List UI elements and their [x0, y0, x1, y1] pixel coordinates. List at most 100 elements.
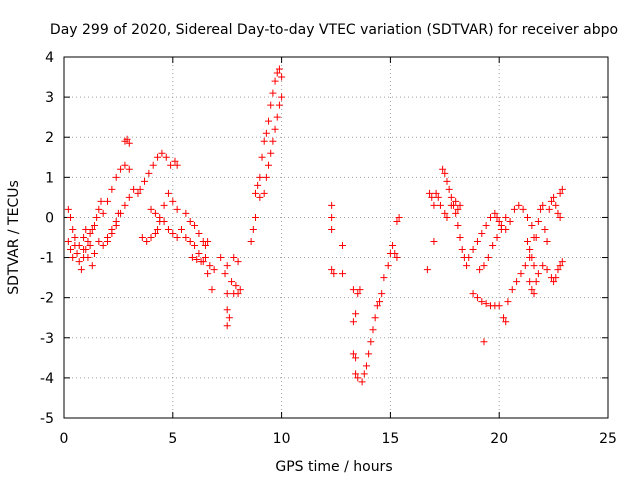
data-point: [423, 266, 431, 274]
data-point: [526, 278, 534, 286]
data-point: [125, 193, 133, 201]
data-point: [369, 326, 377, 334]
data-point: [484, 254, 492, 262]
data-point: [223, 262, 231, 270]
data-point: [456, 201, 464, 209]
data-point: [169, 197, 177, 205]
data-point: [204, 238, 212, 246]
data-point: [130, 185, 138, 193]
series-arc-i: [147, 205, 181, 241]
data-point: [447, 201, 455, 209]
data-point: [247, 238, 255, 246]
data-point: [432, 189, 440, 197]
data-point: [497, 221, 505, 229]
y-axis-label: SDTVAR / TECUs: [6, 180, 22, 295]
data-point: [510, 205, 518, 213]
data-point: [149, 161, 157, 169]
data-point: [521, 262, 529, 270]
y-tick-label: 0: [45, 210, 54, 226]
data-point: [134, 189, 142, 197]
data-point: [358, 378, 366, 386]
data-point: [117, 165, 125, 173]
series-arc-f: [121, 135, 133, 147]
data-point: [195, 229, 203, 237]
series-arc-ad: [523, 201, 551, 270]
data-point: [273, 113, 281, 121]
data-point: [249, 225, 257, 233]
data-point: [506, 217, 514, 225]
data-point: [95, 238, 103, 246]
data-point: [445, 185, 453, 193]
data-point: [271, 77, 279, 85]
data-point: [121, 161, 129, 169]
data-point: [125, 165, 133, 173]
data-point: [173, 161, 181, 169]
data-point: [539, 201, 547, 209]
data-point: [271, 125, 279, 133]
data-point: [80, 234, 88, 241]
data-point: [234, 290, 242, 298]
data-point: [90, 221, 98, 229]
series-arc-e: [104, 185, 142, 246]
data-point: [482, 300, 490, 308]
data-point: [543, 238, 551, 246]
y-tick-label: -1: [40, 251, 54, 267]
data-point: [349, 318, 357, 326]
data-point: [178, 225, 186, 233]
data-point: [234, 258, 242, 266]
y-tick-label: -2: [40, 291, 54, 307]
data-point: [395, 213, 403, 221]
data-point: [167, 161, 175, 169]
data-point: [186, 238, 194, 246]
x-tick-label: 25: [599, 431, 617, 447]
series-arc-s: [349, 286, 364, 362]
x-tick-label: 20: [490, 431, 508, 447]
data-point: [69, 225, 77, 233]
data-point: [67, 246, 75, 254]
data-point: [528, 286, 536, 294]
data-point: [504, 298, 512, 306]
data-point: [256, 193, 264, 201]
data-point: [164, 225, 172, 233]
data-point: [391, 250, 399, 258]
data-point: [99, 242, 107, 250]
data-point: [188, 254, 196, 262]
data-point: [151, 209, 159, 217]
x-tick-label: 10: [273, 431, 291, 447]
data-point: [69, 254, 77, 262]
data-point: [491, 209, 499, 217]
data-point: [539, 262, 547, 270]
data-point: [328, 266, 336, 274]
data-point: [441, 169, 449, 177]
y-tick-label: -4: [40, 371, 54, 387]
data-point: [260, 137, 268, 145]
data-point: [191, 242, 199, 250]
data-point: [456, 234, 464, 241]
data-point: [556, 262, 564, 270]
data-point: [265, 117, 273, 125]
data-point: [162, 153, 170, 161]
data-point: [356, 286, 364, 294]
data-point: [554, 266, 562, 274]
data-point: [262, 129, 270, 137]
data-point: [67, 213, 75, 221]
data-point: [197, 258, 205, 266]
grid: [64, 57, 608, 418]
data-point: [362, 362, 370, 370]
data-point: [489, 242, 497, 250]
data-point: [265, 161, 273, 169]
series-arc-g: [136, 149, 181, 193]
data-point: [528, 221, 536, 229]
series-arc-ac: [502, 201, 538, 241]
data-point: [195, 250, 203, 258]
data-point: [330, 270, 338, 278]
data-point: [480, 338, 488, 346]
x-axis-label: GPS time / hours: [275, 459, 392, 475]
data-point: [493, 234, 501, 241]
data-point: [541, 225, 549, 233]
data-point: [384, 262, 392, 270]
data-point: [86, 229, 94, 237]
data-point: [530, 290, 538, 298]
data-point: [147, 234, 155, 241]
data-point: [502, 225, 510, 233]
